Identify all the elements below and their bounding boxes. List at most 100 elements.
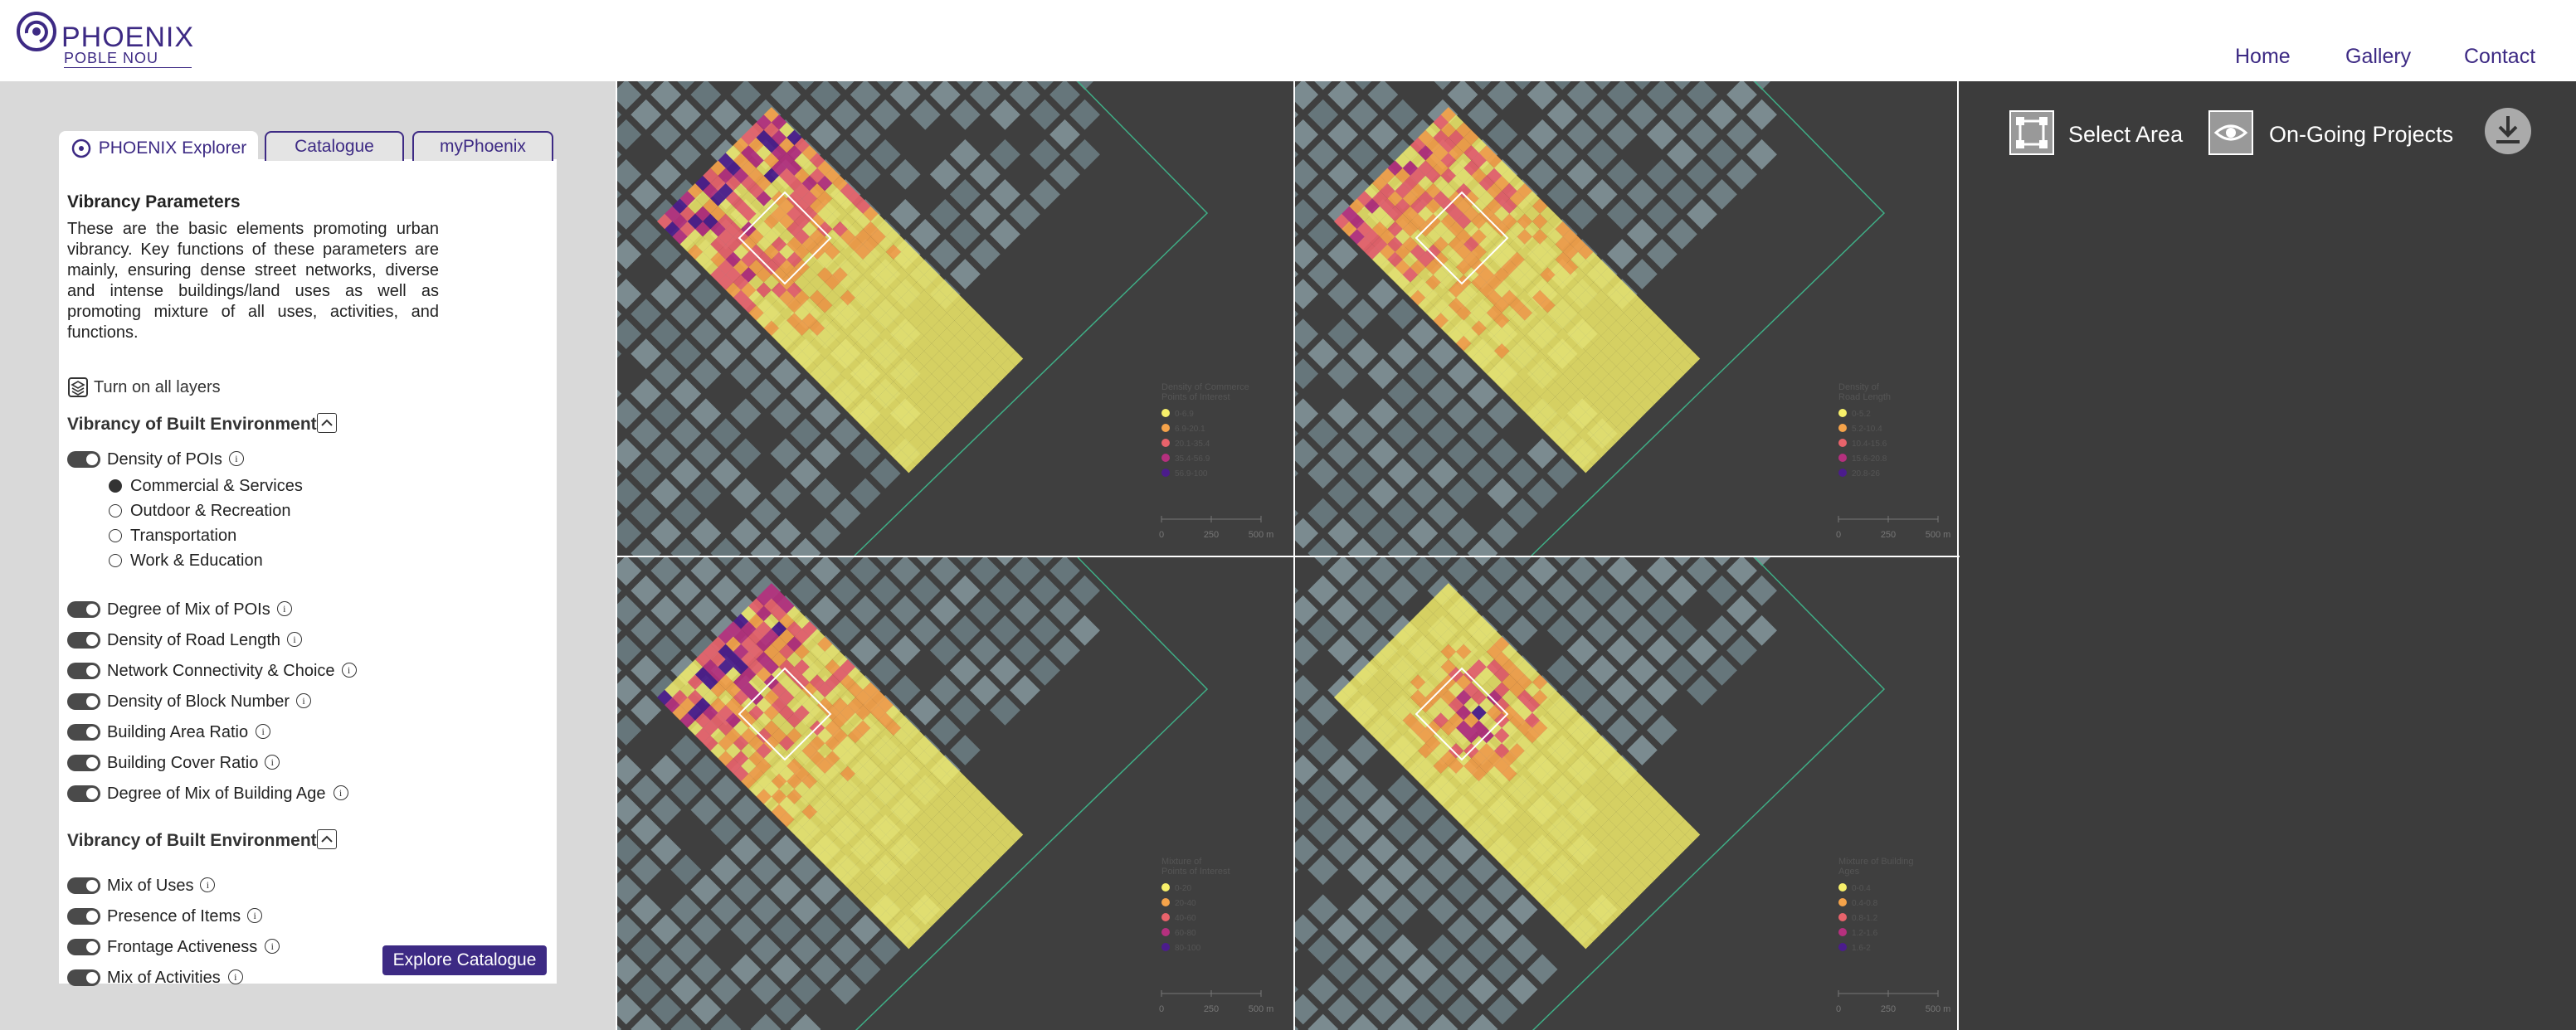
toggle[interactable]	[67, 939, 100, 955]
toggle[interactable]	[67, 693, 100, 710]
toggle[interactable]	[67, 908, 100, 925]
city-block	[1447, 914, 1478, 945]
info-icon[interactable]: i	[256, 724, 271, 739]
collapse-icon[interactable]	[316, 413, 337, 433]
info-icon[interactable]: i	[227, 969, 243, 984]
collapse-icon[interactable]	[316, 829, 337, 849]
toggle[interactable]	[67, 601, 100, 618]
city-block	[869, 934, 901, 965]
info-icon[interactable]: i	[287, 632, 303, 647]
city-block	[730, 398, 762, 430]
city-block	[1347, 934, 1379, 965]
city-block	[617, 586, 622, 595]
city-block	[631, 1013, 662, 1030]
toggle[interactable]	[67, 969, 100, 986]
scale-label: 500 m	[1926, 1004, 1951, 1014]
city-block	[889, 595, 921, 626]
city-block	[1387, 299, 1419, 329]
city-block	[1473, 557, 1492, 566]
icon	[2208, 110, 2253, 155]
city-block	[617, 81, 642, 110]
info-icon[interactable]: i	[333, 785, 348, 800]
info-icon[interactable]: i	[247, 908, 263, 923]
city-block	[1447, 81, 1478, 110]
explore-button[interactable]: Explore Catalogue	[382, 945, 547, 975]
city-block	[850, 914, 881, 945]
city-block	[889, 81, 921, 110]
heat-cell	[832, 175, 848, 192]
city-block	[830, 99, 861, 130]
radio[interactable]	[109, 529, 122, 542]
city-block	[1387, 934, 1419, 965]
legend-label: 56.9-100	[1175, 469, 1208, 479]
toggle[interactable]	[67, 724, 100, 741]
city-block	[1327, 81, 1359, 110]
city-block	[790, 854, 821, 886]
city-block	[1294, 309, 1299, 318]
tab[interactable]: myPhoenix	[412, 131, 553, 161]
toggle[interactable]	[67, 632, 100, 649]
city-block	[1667, 138, 1697, 170]
toggle[interactable]	[67, 663, 100, 679]
nav-link[interactable]: Home	[2235, 45, 2291, 68]
city-block	[617, 309, 622, 318]
nav-link[interactable]: Contact	[2464, 45, 2536, 68]
city-block	[1667, 575, 1697, 606]
toggle[interactable]	[67, 785, 100, 802]
info-icon[interactable]: i	[296, 693, 312, 708]
info-icon[interactable]: i	[265, 939, 280, 954]
info-icon[interactable]: i	[265, 755, 280, 770]
toggle[interactable]	[67, 755, 100, 771]
heat-cell	[1517, 259, 1533, 275]
city-block	[730, 358, 762, 390]
city-block	[1473, 81, 1492, 90]
info-icon[interactable]: i	[228, 451, 244, 466]
city-block	[1347, 458, 1379, 489]
info-icon[interactable]: i	[200, 877, 216, 892]
city-block	[631, 537, 662, 556]
scale-label: 0	[1159, 530, 1164, 540]
city-block	[1566, 557, 1598, 586]
radio[interactable]	[109, 554, 122, 567]
heat-cell	[840, 872, 856, 888]
city-block	[617, 398, 642, 430]
city-block	[1566, 158, 1598, 190]
city-block	[1049, 634, 1080, 666]
city-block	[889, 634, 921, 666]
tab-icon	[71, 138, 90, 158]
toggle[interactable]	[67, 451, 100, 468]
download-button[interactable]	[2483, 106, 2533, 160]
city-block	[889, 158, 921, 190]
city-block	[617, 158, 642, 190]
radio[interactable]	[109, 504, 122, 517]
radio[interactable]	[109, 479, 122, 493]
tool-label[interactable]: Select Area	[2068, 122, 2184, 147]
tab[interactable]: PHOENIX Explorer	[59, 131, 258, 164]
city-block	[1507, 575, 1538, 606]
legend-label: 0-20	[1175, 884, 1191, 893]
info-icon[interactable]: i	[341, 663, 357, 678]
city-block	[617, 557, 642, 586]
city-block	[1010, 81, 1040, 110]
city-block	[1307, 1013, 1339, 1030]
layers-toggle[interactable]: Turn on all layers	[67, 377, 221, 398]
info-icon[interactable]: i	[276, 601, 292, 616]
city-block	[1347, 1013, 1379, 1030]
tool-icon[interactable]	[2206, 108, 2256, 162]
toggle[interactable]	[67, 877, 100, 894]
city-block	[1327, 794, 1359, 825]
heat-cell	[1669, 842, 1685, 858]
tab[interactable]: Catalogue	[265, 131, 404, 161]
nav-link[interactable]: Gallery	[2345, 45, 2412, 68]
tool-label[interactable]: On-Going Projects	[2269, 122, 2454, 147]
scale-label: 0	[1836, 530, 1841, 540]
city-block	[990, 178, 1020, 210]
city-block	[949, 654, 981, 686]
city-block	[1527, 438, 1558, 469]
city-block	[690, 81, 722, 110]
parameter-label: Density of Block Number	[107, 692, 290, 711]
tool-icon[interactable]	[2007, 108, 2057, 162]
city-block	[1327, 398, 1359, 430]
city-block	[929, 674, 961, 706]
